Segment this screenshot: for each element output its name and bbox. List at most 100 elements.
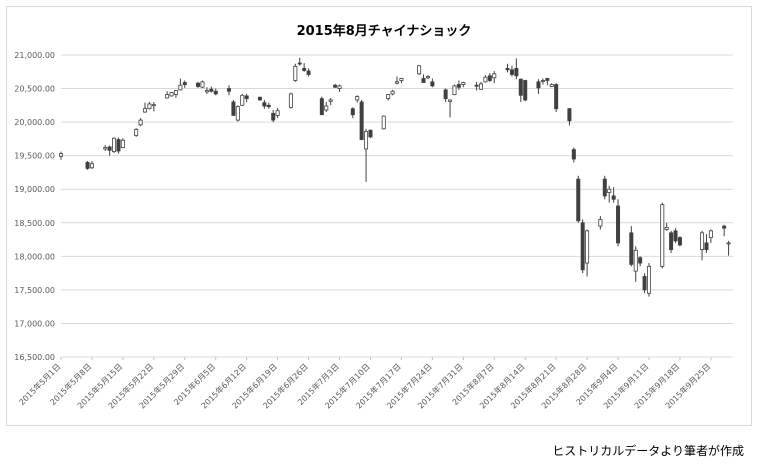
candle <box>638 256 643 267</box>
candle <box>134 128 139 137</box>
candle <box>642 273 647 294</box>
candle <box>660 202 665 269</box>
candle-body <box>549 84 554 87</box>
candle-body <box>673 230 678 242</box>
candle <box>540 78 545 85</box>
candle <box>240 93 245 107</box>
candle-body <box>112 137 117 153</box>
candle-body <box>545 78 550 81</box>
y-tick-label: 17,500.00 <box>14 286 55 295</box>
candle <box>576 175 581 223</box>
candle-body <box>642 276 647 291</box>
candle <box>616 199 621 247</box>
candle-body <box>231 101 236 116</box>
candle <box>580 219 585 274</box>
candle-body <box>567 108 572 122</box>
candle <box>518 78 523 102</box>
candle-body <box>244 95 249 100</box>
candle <box>178 78 183 91</box>
candle-body <box>257 96 262 101</box>
candle <box>549 83 554 88</box>
candle-body <box>602 178 607 197</box>
candle <box>386 93 391 101</box>
candle-body <box>196 82 201 87</box>
candle <box>200 80 205 88</box>
candle <box>390 89 395 96</box>
candle <box>505 63 510 73</box>
candle-body <box>523 80 528 101</box>
candle-body <box>576 178 581 222</box>
candle-body <box>359 101 364 140</box>
candle-body <box>722 225 727 229</box>
candle-body <box>297 62 302 65</box>
candle <box>509 65 514 77</box>
candle <box>112 137 117 153</box>
chart-frame: 2015年8月チャイナショック 16,500.00 17,000.00 17,500… <box>6 6 752 426</box>
candle-body <box>226 88 231 92</box>
candle <box>355 95 360 103</box>
candle <box>275 108 280 119</box>
candle <box>443 88 448 102</box>
y-tick-label: 19,000.00 <box>14 185 55 194</box>
candle-body <box>647 265 652 294</box>
candle <box>337 84 342 92</box>
candle-body <box>134 129 139 136</box>
candle-body <box>554 84 559 110</box>
candle-body <box>660 204 665 267</box>
candle-body <box>607 188 612 193</box>
candle-body <box>355 96 360 101</box>
candle <box>333 83 338 88</box>
candle <box>297 57 302 66</box>
candle-body <box>611 195 616 200</box>
candle-body <box>580 222 585 271</box>
candle-body <box>151 104 156 107</box>
candle-body <box>328 99 333 102</box>
candle <box>394 76 399 85</box>
candle-body <box>430 81 435 87</box>
candle <box>629 226 634 267</box>
candle <box>328 97 333 106</box>
candle <box>722 224 727 237</box>
candle <box>151 101 156 112</box>
candle <box>567 108 572 126</box>
candle <box>607 185 612 203</box>
candle <box>138 118 143 127</box>
y-tick-label: 21,000.00 <box>14 51 55 60</box>
candle <box>598 216 603 230</box>
candle-body <box>461 82 466 85</box>
candle <box>213 88 218 96</box>
candle-body <box>598 219 603 227</box>
candle-body <box>536 81 541 89</box>
y-tick-label: 20,500.00 <box>14 85 55 94</box>
candle-body <box>704 242 709 251</box>
candle <box>664 222 669 231</box>
candle <box>571 147 576 163</box>
candle <box>611 187 616 203</box>
candle <box>483 75 488 83</box>
candle <box>647 263 652 297</box>
candle <box>116 137 121 154</box>
candle <box>554 83 559 113</box>
candle-body <box>726 242 731 245</box>
candle <box>244 93 249 102</box>
candle <box>368 129 373 139</box>
candle-body <box>452 85 457 95</box>
candle <box>231 99 236 117</box>
candle-body <box>240 94 245 106</box>
y-tick-label: 18,000.00 <box>14 252 55 261</box>
candle <box>585 229 590 277</box>
y-tick-label: 18,500.00 <box>14 219 55 228</box>
candle-body <box>394 81 399 84</box>
candle-body <box>492 73 497 79</box>
candle <box>478 81 483 90</box>
candle-body <box>629 232 634 265</box>
candle <box>209 86 214 93</box>
candle-body <box>333 84 338 88</box>
candle-body <box>700 232 705 251</box>
candle-body <box>138 119 143 126</box>
candle <box>306 68 311 77</box>
candle-body <box>302 68 307 71</box>
candle <box>350 107 355 119</box>
candle-body <box>390 90 395 95</box>
candle <box>492 71 497 84</box>
